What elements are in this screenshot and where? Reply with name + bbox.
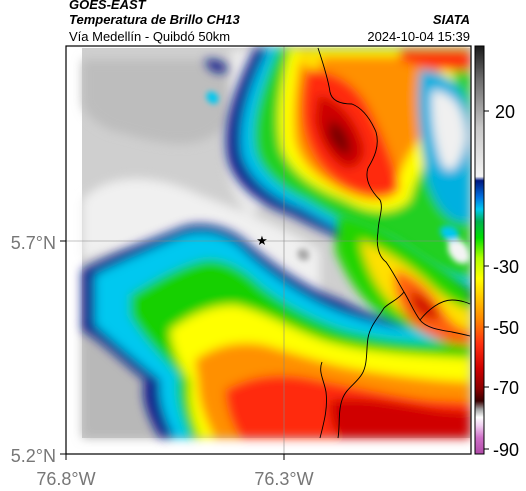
lon-label-76.8: 76.8°W	[36, 469, 95, 489]
colorbar-label-minus90: -90	[493, 440, 519, 460]
boundary-lines	[317, 47, 471, 439]
product-title: Temperatura de Brillo CH13	[69, 12, 240, 27]
satellite-image	[82, 48, 470, 438]
lon-label-76.3: 76.3°W	[254, 469, 313, 489]
station-star-icon: ★	[256, 234, 268, 249]
lat-label-5.2: 5.2°N	[11, 446, 56, 466]
colorbar-label-minus70: -70	[493, 378, 519, 398]
colorbar-label-minus30: -30	[493, 257, 519, 277]
lat-label-5.7: 5.7°N	[11, 233, 56, 253]
colorbar	[474, 45, 485, 455]
colorbar-label-minus50: -50	[493, 318, 519, 338]
colorbar-label-20: 20	[495, 102, 515, 122]
timestamp-label: 2024-10-04 15:39	[367, 29, 470, 44]
region-label: Vía Medellín - Quibdó 50km	[69, 29, 231, 44]
satellite-title: GOES-EAST	[69, 0, 146, 12]
agency-label: SIATA	[432, 12, 470, 27]
plot-frame	[65, 45, 472, 455]
